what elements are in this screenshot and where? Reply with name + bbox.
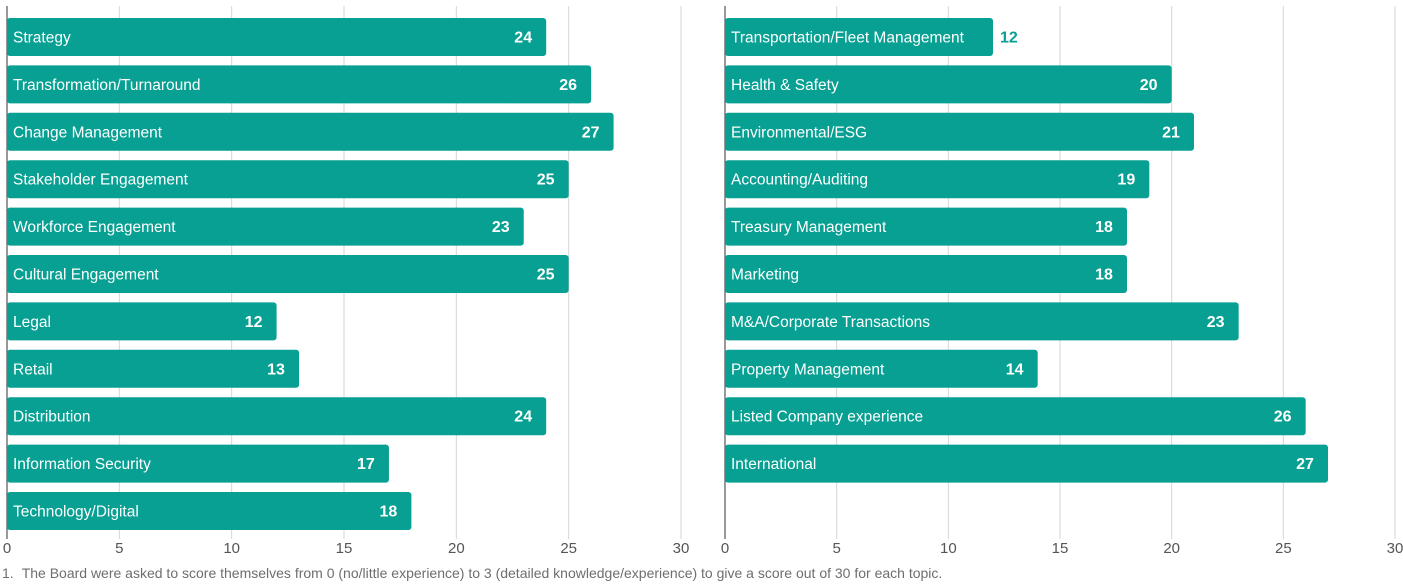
bar xyxy=(725,444,1328,483)
x-tick-label: 15 xyxy=(336,540,353,557)
value-label: 25 xyxy=(537,267,555,284)
x-tick-label: 0 xyxy=(721,540,729,557)
bar xyxy=(7,18,547,56)
x-tick-label: 5 xyxy=(115,540,123,557)
category-label: Health & Safety xyxy=(731,77,839,94)
value-label: 18 xyxy=(380,504,398,521)
bar xyxy=(7,397,547,436)
value-label: 26 xyxy=(559,77,577,94)
value-label: 24 xyxy=(514,409,532,426)
category-label: Distribution xyxy=(13,409,91,426)
x-tick-label: 10 xyxy=(940,540,957,557)
category-label: Retail xyxy=(13,361,53,378)
category-label: Legal xyxy=(13,314,51,331)
bar xyxy=(725,349,1038,388)
category-label: Environmental/ESG xyxy=(731,124,867,141)
bar xyxy=(725,18,993,56)
value-label: 17 xyxy=(357,456,375,473)
x-tick-label: 30 xyxy=(1387,540,1403,557)
bar xyxy=(7,492,412,530)
x-tick-label: 15 xyxy=(1052,540,1069,557)
value-label: 18 xyxy=(1095,267,1113,284)
value-label: 12 xyxy=(1000,30,1018,47)
value-label: 21 xyxy=(1162,124,1180,141)
category-label: International xyxy=(731,456,816,473)
category-label: Marketing xyxy=(731,267,799,284)
value-label: 23 xyxy=(1207,314,1225,331)
bar xyxy=(725,160,1150,199)
chart-panel-1: 0 5 10 15 20 25 30 Strategy 24 Transformation/Tur… xyxy=(3,6,690,557)
bar xyxy=(725,112,1194,151)
x-tick-label: 30 xyxy=(673,540,690,557)
category-label: Listed Company experience xyxy=(731,409,923,426)
x-tick-label: 25 xyxy=(560,540,577,557)
category-label: Property Management xyxy=(731,361,885,378)
bar xyxy=(7,160,569,199)
x-tick-label: 5 xyxy=(832,540,840,557)
category-label: Strategy xyxy=(13,30,71,47)
bar xyxy=(7,444,389,483)
bar xyxy=(7,302,277,341)
value-label: 13 xyxy=(267,361,285,378)
footnote: 1. The Board were asked to score themselv… xyxy=(2,565,942,581)
category-label: Change Management xyxy=(13,124,163,141)
value-label: 27 xyxy=(1296,456,1314,473)
x-tick-label: 20 xyxy=(448,540,465,557)
chart-panel-2: 0 5 10 15 20 25 30 Transportation/Fleet Managem… xyxy=(721,6,1403,557)
category-label: M&A/Corporate Transactions xyxy=(731,314,930,331)
bar xyxy=(7,207,524,246)
footnote-number: 1. xyxy=(2,565,14,581)
value-label: 18 xyxy=(1095,219,1113,236)
bar xyxy=(725,302,1239,341)
bar xyxy=(725,397,1306,436)
value-label: 12 xyxy=(245,314,263,331)
footnote-text: The Board were asked to score themselves… xyxy=(21,565,943,581)
value-label: 27 xyxy=(582,124,600,141)
category-label: Cultural Engagement xyxy=(13,267,159,284)
bar xyxy=(725,255,1127,293)
bar xyxy=(725,65,1172,104)
category-label: Technology/Digital xyxy=(13,504,139,521)
bar xyxy=(7,255,569,293)
category-label: Transportation/Fleet Management xyxy=(731,30,965,47)
category-label: Information Security xyxy=(13,456,151,473)
skills-chart: 0 5 10 15 20 25 30 Strategy 24 Transformation/Tur… xyxy=(3,6,1403,557)
bar xyxy=(7,65,592,104)
x-tick-label: 0 xyxy=(3,540,11,557)
x-tick-label: 20 xyxy=(1163,540,1180,557)
bar xyxy=(7,112,614,151)
value-label: 24 xyxy=(514,30,532,47)
x-tick-label: 25 xyxy=(1275,540,1292,557)
category-label: Workforce Engagement xyxy=(13,219,176,236)
x-tick-label: 10 xyxy=(223,540,240,557)
bar xyxy=(725,207,1127,246)
value-label: 14 xyxy=(1006,361,1024,378)
value-label: 25 xyxy=(537,172,555,189)
value-label: 20 xyxy=(1140,77,1158,94)
value-label: 19 xyxy=(1117,172,1135,189)
category-label: Transformation/Turnaround xyxy=(13,77,201,94)
value-label: 23 xyxy=(492,219,510,236)
category-label: Treasury Management xyxy=(731,219,887,236)
category-label: Stakeholder Engagement xyxy=(13,172,189,189)
category-label: Accounting/Auditing xyxy=(731,172,868,189)
value-label: 26 xyxy=(1274,409,1292,426)
bar xyxy=(7,349,300,388)
